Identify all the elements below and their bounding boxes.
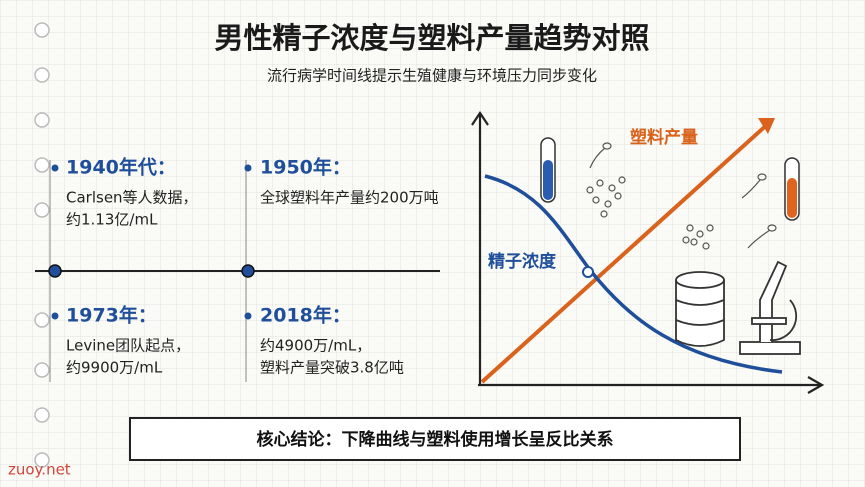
conclusion: 核心结论：下降曲线与塑料使用增长呈反比关系 [257,429,614,450]
sperm-label: 精子浓度 [488,251,557,272]
conclusion-box [129,417,741,461]
entry-text: 约9900万/mL [66,359,163,377]
intersection [582,266,594,278]
year: 2018年： [260,304,351,327]
plastic-trend [480,120,772,384]
entry-text: 约4900万/mL， [260,337,371,355]
title: 男性精子浓度与塑料产量趋势对照 [214,21,649,55]
entry-markers [51,164,252,320]
entry-text: 全球塑料年产量约200万吨 [260,189,439,207]
entry-text: Carlsen等人数据， [66,189,198,207]
year: 1973年： [66,304,157,327]
barrel-icon [675,271,725,347]
watermark: zuoy.net [8,461,71,479]
entry-text: 塑料产量突破3.8亿吨 [260,359,404,377]
year: 1950年： [260,156,351,179]
subtitle: 流行病学时间线提示生殖健康与环境压力同步变化 [267,67,597,85]
test-tube-icon [540,137,800,221]
plastic-label: 塑料产量 [630,127,698,148]
microscope-icon [739,260,801,355]
year: 1940年代： [66,156,176,179]
entry-text: 约1.13亿/mL [66,211,158,229]
timeline-dots [48,264,255,278]
illustration-axes [471,111,825,394]
binder-holes [34,22,50,468]
entry-text: Levine团队起点， [66,337,190,355]
arrowhead [758,118,775,134]
sperm-trend [484,174,783,374]
particles [586,142,777,250]
